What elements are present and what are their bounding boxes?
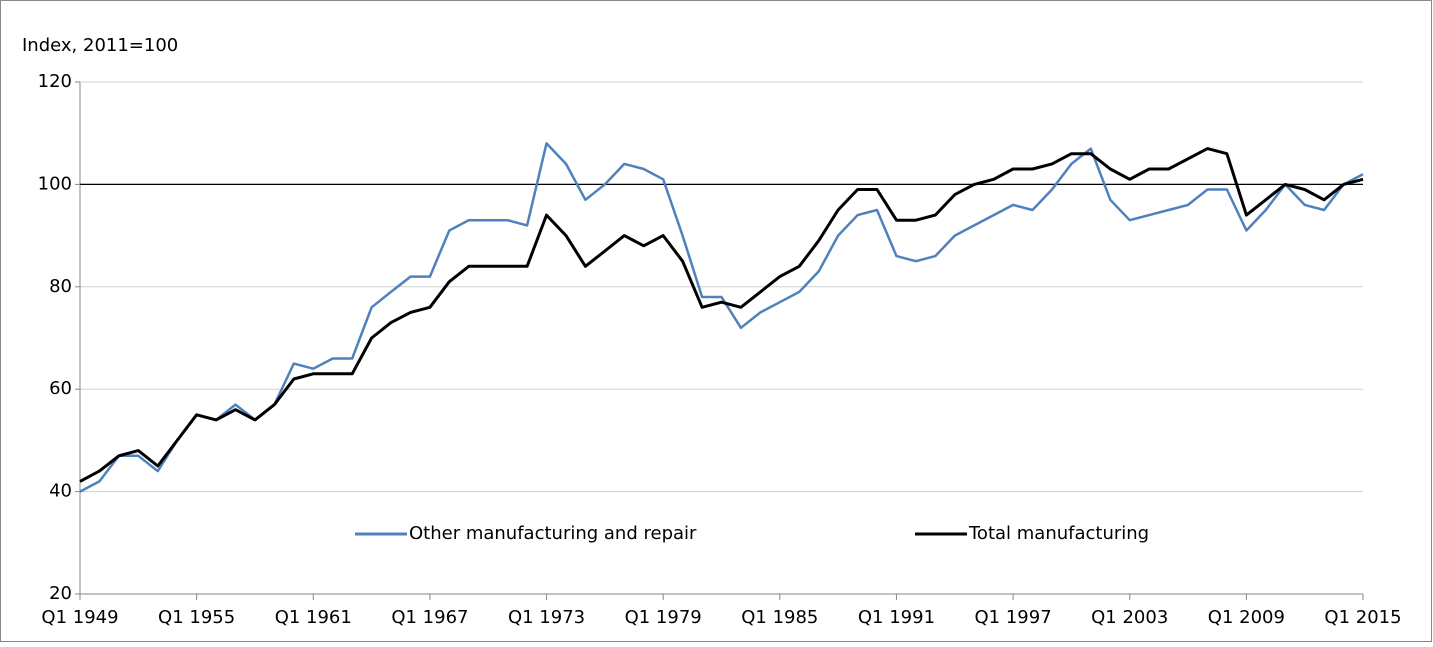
series-line	[79, 142, 1364, 493]
y-tick-label: 80	[49, 276, 72, 297]
x-tick-label: Q1 1979	[625, 607, 702, 628]
x-tick-label: Q1 2009	[1208, 607, 1285, 628]
legend-label: Other manufacturing and repair	[409, 523, 697, 544]
y-tick-label: 100	[38, 173, 72, 194]
x-tick-label: Q1 1967	[391, 607, 468, 628]
x-tick-label: Q1 1991	[858, 607, 935, 628]
y-tick-label: 40	[49, 481, 72, 502]
x-tick-label: Q1 1973	[508, 607, 585, 628]
x-tick-label: Q1 1985	[741, 607, 818, 628]
y-axis-label: Index, 2011=100	[22, 35, 178, 56]
x-tick-label: Q1 2003	[1091, 607, 1168, 628]
series-line	[79, 147, 1364, 483]
x-tick-label: Q1 1997	[975, 607, 1052, 628]
y-tick-label: 120	[38, 71, 72, 92]
y-tick-label: 20	[49, 583, 72, 604]
x-tick-label: Q1 1955	[158, 607, 235, 628]
x-tick-label: Q1 1949	[41, 607, 118, 628]
legend-label: Total manufacturing	[968, 523, 1149, 544]
x-tick-label: Q1 2015	[1324, 607, 1401, 628]
y-tick-label: 60	[49, 378, 72, 399]
x-tick-label: Q1 1961	[275, 607, 352, 628]
